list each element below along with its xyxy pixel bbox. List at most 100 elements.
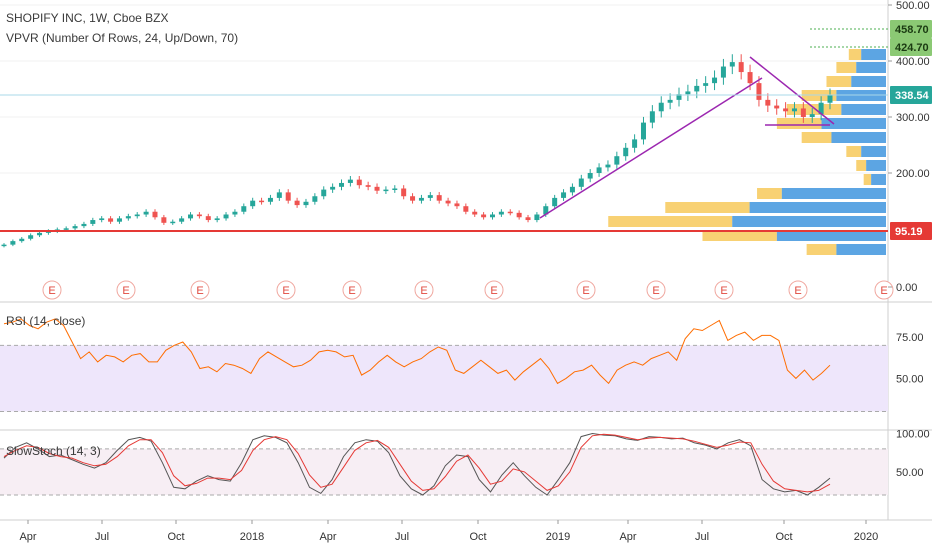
price-axis[interactable]: 500.00 400.00 300.00 200.00 0.00 458.70 424.70… [888,0,932,294]
candle [552,197,558,207]
volume-profile-bar [665,202,750,213]
target-tag [890,38,932,56]
rsi-tick-label: 75.00 [896,332,924,344]
earnings-label: E [794,285,801,297]
time-tick-label: Apr [19,531,36,543]
candle [161,217,167,223]
earnings-label: E [282,285,289,297]
earnings-icon[interactable] [116,280,136,300]
time-axis[interactable]: Apr Jul Oct 2018 Apr Jul Oct 2019 Apr Jul Oct 2020 [19,520,878,543]
stoch-line [3,433,831,493]
candle [285,192,291,201]
earnings-label: E [880,285,887,297]
candle [125,216,131,219]
candle [694,85,700,92]
candle [339,182,345,187]
candle [170,221,176,224]
candle [623,147,629,157]
earnings-icon[interactable] [342,280,362,300]
rsi-legend[interactable]: RSI (14, close) [6,314,85,328]
candle [436,195,442,201]
stoch-line [3,432,831,496]
candle [498,211,504,215]
candle [712,77,718,84]
candle [640,122,646,140]
triangle-upper-line[interactable] [749,56,835,125]
candle [214,218,220,221]
volume-profile-bar [608,216,733,227]
stoch-pane[interactable]: 100.00 50.00 [0,429,930,496]
candle [223,214,229,219]
candle [569,186,575,193]
candle [658,102,664,112]
earnings-icon[interactable] [276,280,296,300]
candle [489,214,495,218]
candle [738,62,744,73]
candle [445,200,451,204]
earnings-icon[interactable] [576,280,596,300]
trendlines[interactable] [0,28,888,232]
earnings-icon[interactable] [414,280,434,300]
candle [152,211,158,218]
candle [543,206,549,215]
candle [596,167,602,173]
earnings-label: E [122,285,129,297]
candle [685,91,691,95]
candle [312,196,318,202]
stoch-legend[interactable]: SlowStoch (14, 3) [6,444,101,458]
volume-profile-bar [851,76,886,87]
target-tag [890,20,932,38]
rsi-pane[interactable]: 75.00 50.00 [0,318,924,412]
candle [747,72,753,84]
time-tick-label: 2019 [546,531,570,543]
support-tag [890,222,932,240]
candle [774,105,780,109]
rsi-line [3,318,831,385]
candle [410,196,416,201]
volume-profile-bar [871,174,886,185]
uptrend-line[interactable] [539,77,763,219]
earnings-icon[interactable] [874,280,894,300]
candle [365,185,371,187]
candle [418,197,424,201]
candle [463,206,469,212]
time-tick-label: Jul [395,531,409,543]
candle [383,189,389,192]
candle [205,216,211,221]
candle [454,203,460,207]
stoch-tick-label: 100.00 [896,429,930,441]
candle [800,108,806,117]
volume-profile-bar [757,188,782,199]
earnings-icon[interactable] [646,280,666,300]
earnings-icon[interactable] [788,280,808,300]
earnings-icon[interactable] [190,280,210,300]
volume-profile-bar [749,202,886,213]
earnings-icon[interactable] [484,280,504,300]
stoch-band [0,448,888,495]
volume-profile-bar [841,104,886,115]
earnings-label: E [652,285,659,297]
candle [587,173,593,179]
candle [188,214,194,219]
earnings-icon[interactable] [714,280,734,300]
candle [809,114,815,117]
volume-profile-bar [836,62,857,73]
volume-profile-bar [861,146,886,157]
vpvr-legend[interactable]: VPVR (Number Of Rows, 24, Up/Down, 70) [6,31,238,45]
candle [294,200,300,206]
time-tick-label: Jul [695,531,709,543]
candle [143,211,149,215]
earnings-label: E [48,285,55,297]
candle [516,212,522,218]
candle [250,200,256,207]
symbol-title[interactable]: SHOPIFY INC, 1W, Cboe BZX [6,11,169,25]
earnings-label: E [582,285,589,297]
candle [63,228,69,230]
candle [116,218,122,222]
candle [267,197,273,202]
volume-profile-bar [836,244,886,255]
earnings-icon[interactable] [42,280,62,300]
candle [578,178,584,187]
